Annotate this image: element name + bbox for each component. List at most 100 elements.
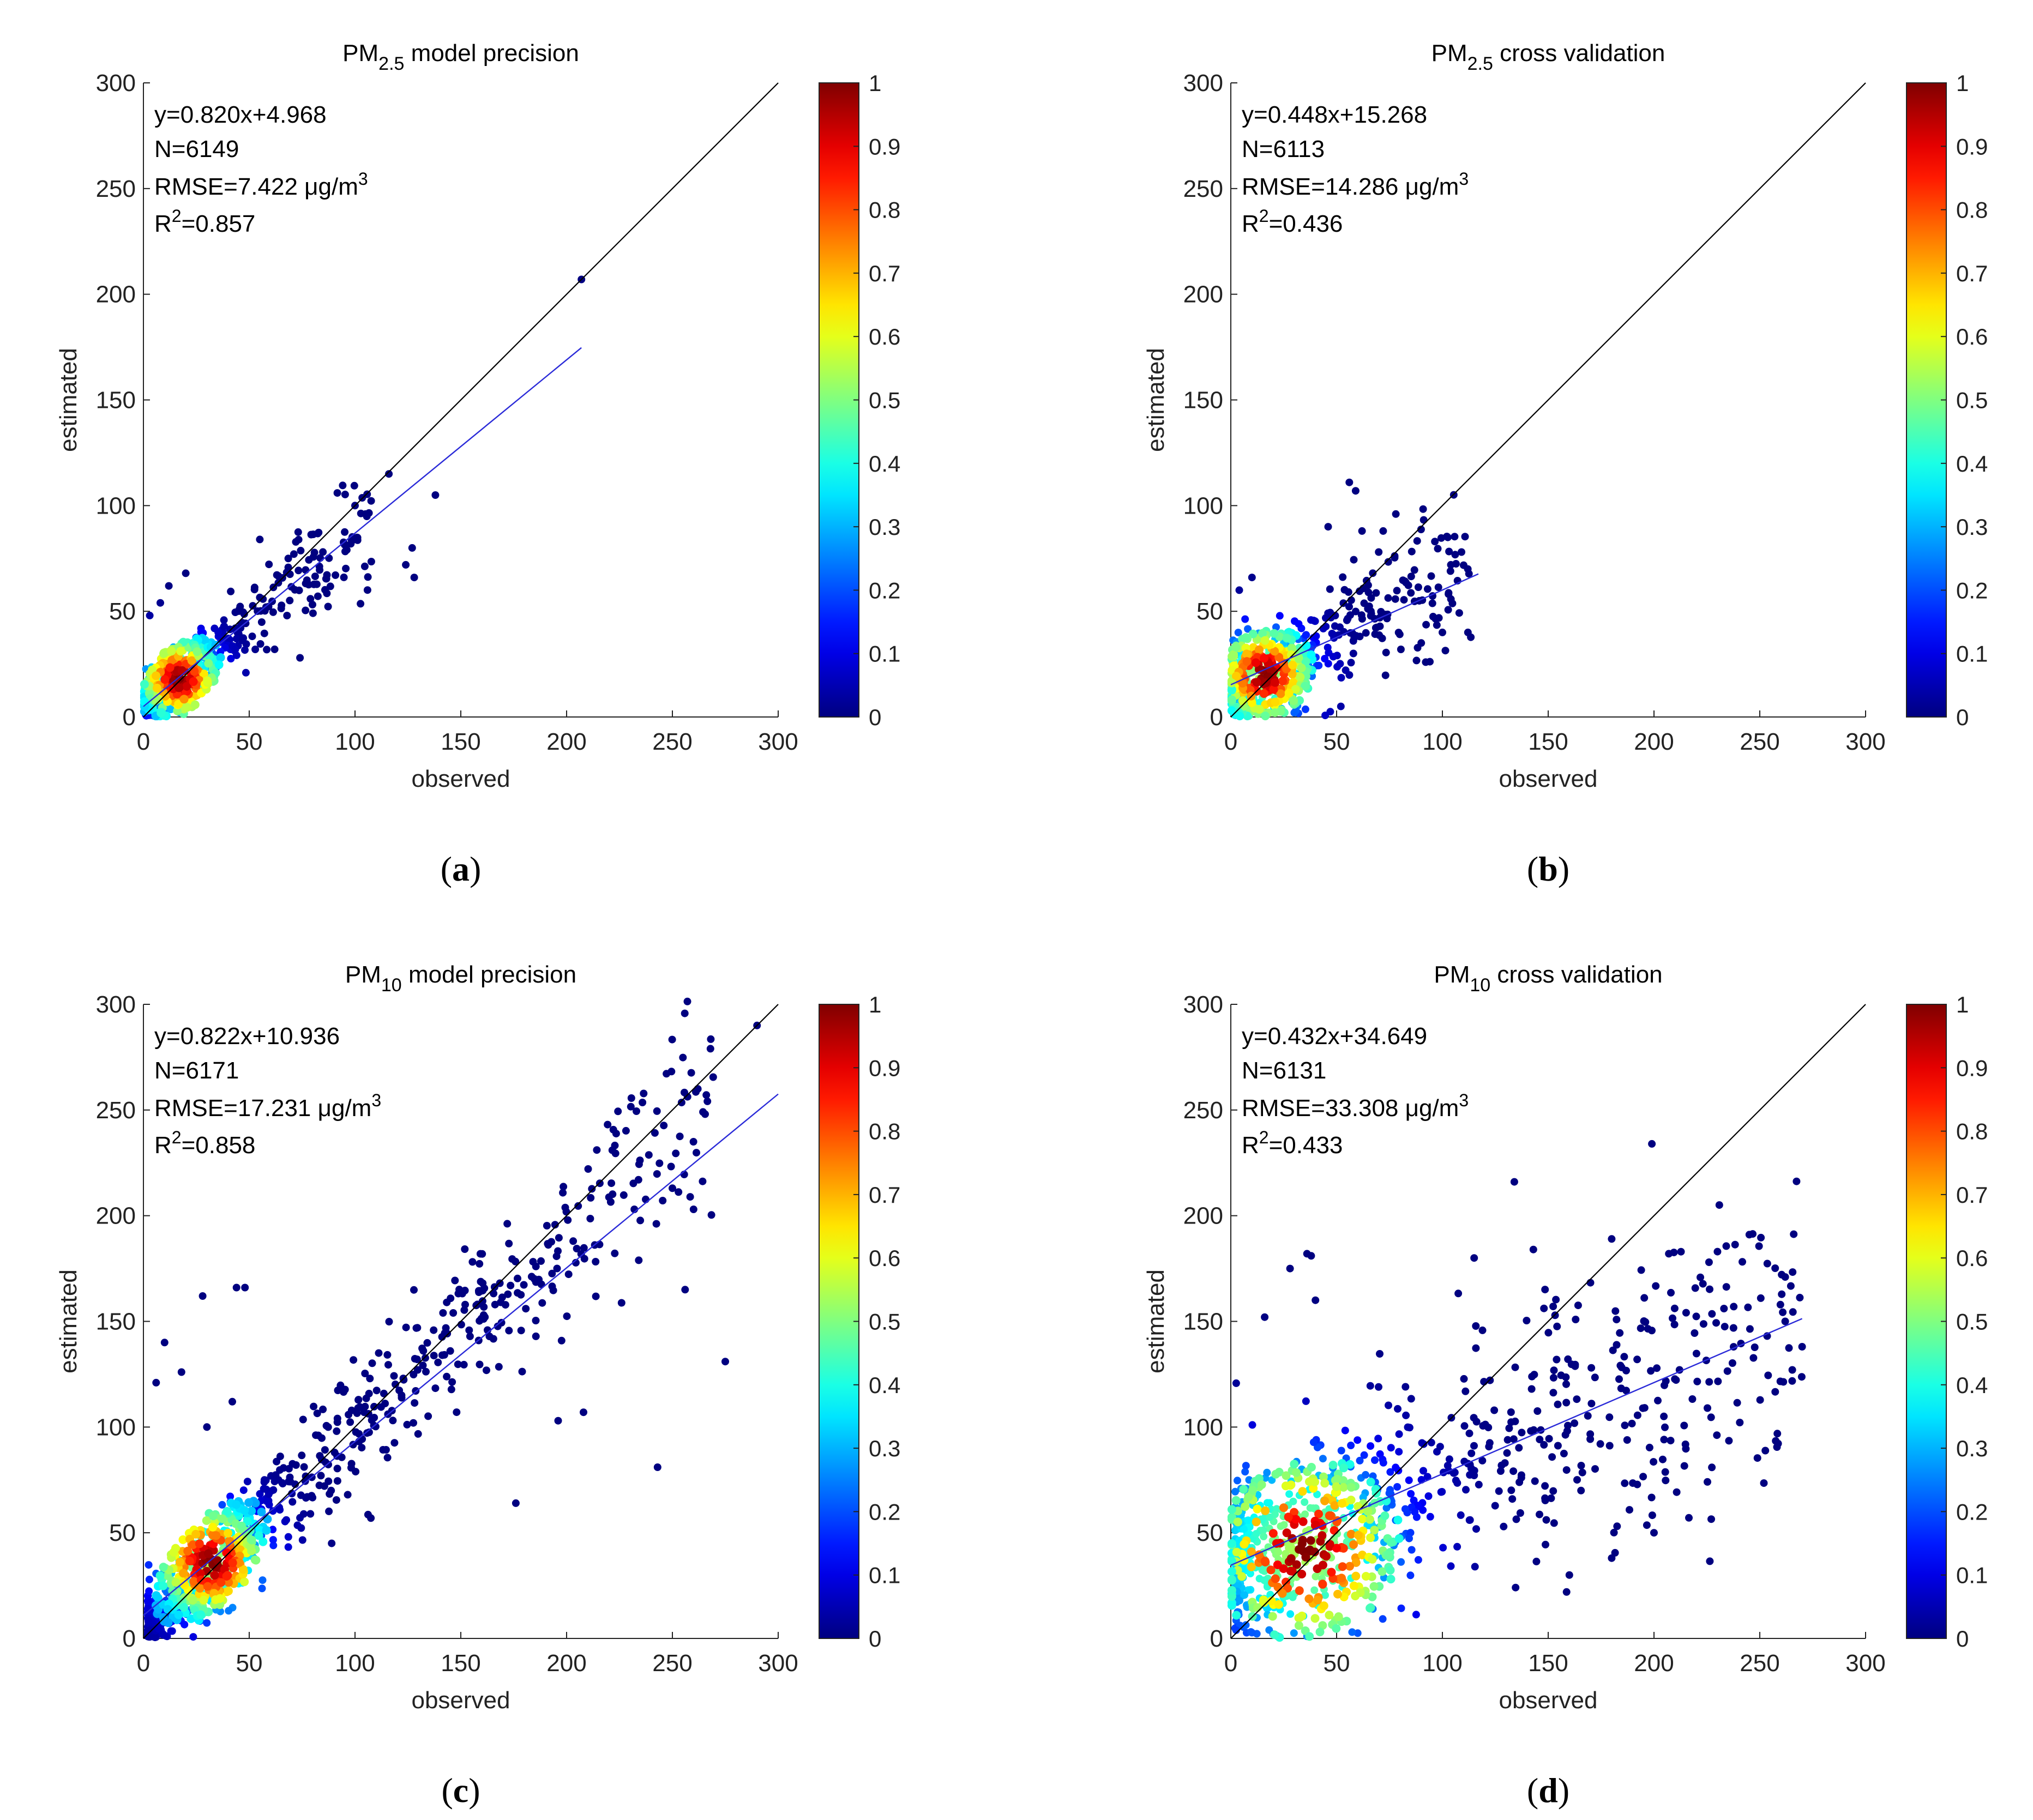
scatter-point [1391,552,1399,560]
scatter-point [325,554,333,562]
density-point [1258,629,1267,638]
scatter-point [1773,1430,1782,1438]
scatter-point [1393,587,1401,595]
x-tick-label: 0 [137,1650,150,1677]
scatter-point [309,609,317,617]
density-point [185,1557,194,1565]
scatter-point [332,571,340,579]
density-point [157,708,166,718]
density-point [1332,1517,1342,1527]
scatter-point [1464,565,1472,573]
scatter-point [1461,533,1469,541]
scatter-point [512,1499,520,1507]
density-point [1328,1461,1338,1469]
scatter-point [1407,1490,1415,1498]
scatter-point [1706,1285,1713,1293]
scatter-point [410,1286,418,1294]
scatter-point [1419,505,1427,513]
colorbar-tick-label: 0 [1956,704,1969,730]
scatter-point [1779,1378,1788,1386]
scatter-point [274,572,282,580]
density-point [1227,1575,1236,1584]
scatter-point [1406,1571,1415,1580]
scatter-point [1788,1366,1796,1374]
scatter-point [549,1286,557,1294]
r-squared-superscript: 2 [1259,1128,1269,1147]
density-point [1247,698,1256,707]
scatter-point [1706,1557,1714,1565]
scatter-point [1549,1389,1557,1397]
scatter-point [1386,1468,1394,1476]
scatter-point [1739,1258,1746,1266]
scatter-point [1260,1533,1268,1540]
scatter-point [1362,1471,1370,1479]
scatter-point [1665,1250,1673,1258]
density-point [240,1577,249,1587]
scatter-point [232,651,240,659]
scatter-point [430,1326,438,1334]
scatter-point [349,1441,357,1449]
r-squared-label: R [1242,1132,1259,1159]
scatter-point [1379,527,1387,535]
scatter-point [258,1576,267,1584]
scatter-point [503,1220,512,1228]
scatter-point [447,1294,455,1303]
density-point [1306,1536,1315,1545]
scatter-point [1395,1448,1403,1456]
scatter-point [1437,1488,1445,1496]
scatter-point [203,1619,211,1627]
rmse-value: RMSE=17.231 μg/m [154,1095,371,1122]
scatter-point [1540,1441,1548,1449]
scatter-point [357,600,365,608]
scatter-point [593,1146,601,1154]
scatter-point [325,1507,333,1515]
scatter-point [1771,1388,1779,1396]
scatter-point [520,1281,528,1289]
density-point [1349,1540,1358,1549]
density-point [1298,1487,1307,1496]
scatter-point [1362,629,1370,637]
density-point [240,1506,249,1515]
scatter-point [1505,1424,1513,1432]
density-point [1297,664,1306,672]
x-tick-label: 300 [1845,728,1885,755]
scatter-point [1337,674,1345,682]
scatter-point [1746,1325,1754,1333]
scatter-point [1790,1230,1798,1238]
density-point [1235,712,1244,721]
density-point [1330,1526,1339,1535]
scatter-point [361,1402,369,1411]
density-point [238,1565,248,1574]
scatter-point [324,1423,332,1431]
caption-open: ( [1527,1771,1538,1810]
density-point [1332,1475,1342,1484]
scatter-point [1533,1407,1542,1415]
scatter-point [639,1099,647,1106]
density-point [174,1610,183,1619]
scatter-point [1359,584,1367,593]
scatter-point [232,635,240,643]
density-point [1270,678,1279,687]
scatter-point [434,1358,442,1366]
density-point [216,653,225,662]
scatter-point [236,602,244,611]
colorbar-tick-label: 0.6 [869,1245,900,1271]
density-point [1380,1511,1390,1520]
scatter-point [1290,709,1298,717]
density-point [1302,641,1311,650]
scatter-point [1577,1486,1585,1494]
scatter-point [1550,1519,1558,1527]
scatter-point [1688,1395,1697,1403]
scatter-point [543,1222,551,1230]
density-point [1270,629,1279,638]
scatter-point [460,1360,468,1369]
scatter-point [675,1188,683,1196]
scatter-point [1385,1401,1392,1409]
scatter-point [1680,1421,1688,1430]
caption-letter: a [452,849,470,888]
scatter-point [310,549,318,557]
scatter-point [532,1332,540,1340]
colorbar-tick-label: 0.3 [1956,514,1988,540]
scatter-point [504,1290,512,1298]
scatter-point [411,1355,419,1363]
